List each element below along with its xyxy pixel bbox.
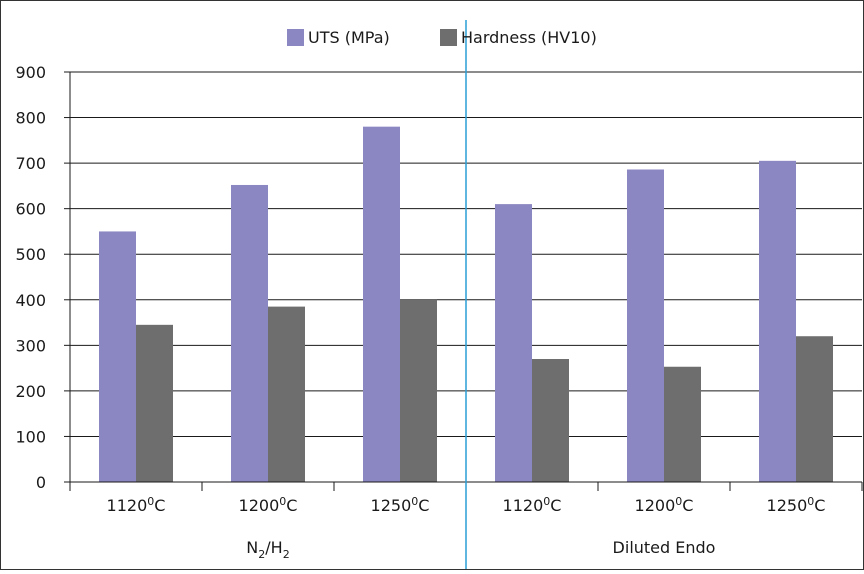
bar-hardness bbox=[532, 359, 569, 482]
legend-label: Hardness (HV10) bbox=[461, 28, 597, 47]
bars bbox=[99, 126, 833, 483]
bar-uts bbox=[99, 231, 136, 482]
y-tick-label: 100 bbox=[15, 427, 46, 446]
y-tick-label: 500 bbox=[15, 245, 46, 264]
legend-label: UTS (MPa) bbox=[308, 28, 390, 47]
y-tick-label: 0 bbox=[36, 473, 46, 492]
x-tick-label: 12000C bbox=[635, 495, 694, 515]
bar-uts bbox=[759, 160, 796, 483]
bar-uts bbox=[363, 126, 400, 483]
y-tick-label: 600 bbox=[15, 200, 46, 219]
x-tick-label: 12500C bbox=[371, 495, 430, 515]
legend-swatch bbox=[440, 29, 457, 46]
legend: UTS (MPa) Hardness (HV10) bbox=[287, 28, 597, 47]
x-tick-label: 11200C bbox=[107, 495, 166, 515]
group-label: N2/H2 bbox=[246, 538, 289, 561]
x-tick-label: 11200C bbox=[503, 495, 562, 515]
bar-hardness bbox=[796, 336, 833, 482]
x-tick-label: 12000C bbox=[239, 495, 298, 515]
bar-uts bbox=[495, 204, 532, 482]
legend-swatch bbox=[287, 29, 304, 46]
bar-hardness bbox=[136, 324, 173, 482]
x-tick-label: 12500C bbox=[767, 495, 826, 515]
y-tick-label: 200 bbox=[15, 382, 46, 401]
y-tick-label: 400 bbox=[15, 291, 46, 310]
bar-uts bbox=[627, 169, 664, 482]
bar-hardness bbox=[664, 366, 701, 482]
bar-uts bbox=[231, 184, 268, 482]
labels: 0 100 200 300 400 500 600 700 800 900 11200C 12000C… bbox=[15, 63, 825, 561]
y-tick-label: 700 bbox=[15, 154, 46, 173]
bar-hardness bbox=[268, 306, 305, 482]
group-label: Diluted Endo bbox=[613, 538, 716, 557]
y-tick-label: 300 bbox=[15, 336, 46, 355]
bar-hardness bbox=[400, 299, 437, 482]
y-tick-label: 800 bbox=[15, 109, 46, 128]
axes bbox=[64, 20, 863, 569]
y-tick-label: 900 bbox=[15, 63, 46, 82]
